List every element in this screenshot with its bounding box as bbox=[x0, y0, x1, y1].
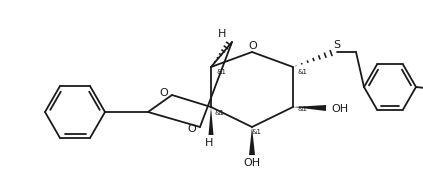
Text: H: H bbox=[205, 138, 213, 148]
Text: O: O bbox=[188, 124, 196, 134]
Text: O: O bbox=[159, 88, 168, 98]
Text: &1: &1 bbox=[252, 129, 262, 135]
Polygon shape bbox=[293, 105, 326, 111]
Polygon shape bbox=[249, 127, 255, 155]
Polygon shape bbox=[209, 107, 214, 135]
Text: &1: &1 bbox=[298, 69, 308, 75]
Text: &1: &1 bbox=[214, 110, 224, 116]
Text: OH: OH bbox=[332, 104, 349, 114]
Text: O: O bbox=[249, 41, 257, 51]
Text: &1: &1 bbox=[298, 106, 308, 112]
Text: H: H bbox=[218, 29, 226, 39]
Text: OH: OH bbox=[244, 158, 261, 168]
Text: S: S bbox=[333, 40, 341, 50]
Text: &1: &1 bbox=[216, 69, 226, 75]
